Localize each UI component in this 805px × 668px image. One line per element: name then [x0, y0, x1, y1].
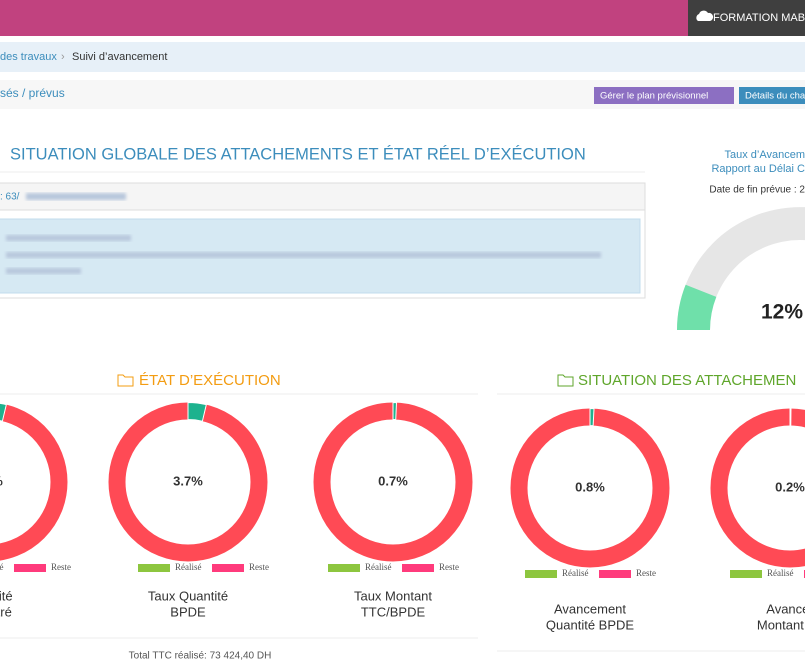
- button[interactable]: [594, 87, 734, 104]
- legend-label: Réalisé: [562, 568, 589, 578]
- donut-value: 0.2%: [775, 479, 805, 494]
- donut-value: 0.7%: [378, 473, 408, 488]
- legend-label: Réalisé: [767, 568, 794, 578]
- blurred-text: [26, 193, 126, 200]
- breadcrumb-sep: ›: [61, 51, 65, 63]
- blurred-text: [6, 252, 601, 258]
- chart-title: Taux Quantité: [148, 588, 228, 603]
- total: Total TTC réalisé: 73 424,40 DH: [129, 651, 272, 662]
- chart-title: Montant TT: [757, 617, 805, 632]
- donut-done: [589, 407, 595, 427]
- legend-label: Réalisé: [175, 562, 202, 572]
- legend-label: Reste: [636, 568, 656, 578]
- breadcrumb-current: Suivi d’avancement: [72, 51, 167, 63]
- chart-title: Taux Montant: [354, 588, 432, 603]
- section-title: SITUATION DES ATTACHEMEN: [578, 372, 796, 389]
- legend-label: Réalisé: [0, 562, 4, 572]
- legend-swatch: [525, 570, 557, 578]
- donut-done: [392, 401, 398, 421]
- legend-swatch: [599, 570, 631, 578]
- donut-rest: [0, 403, 68, 561]
- button[interactable]: [739, 87, 805, 104]
- legend-swatch: [402, 564, 434, 572]
- section-title: SITUATION GLOBALE DES ATTACHEMENTS ET ÉT…: [10, 144, 586, 163]
- donut-value: 0.8%: [575, 479, 605, 494]
- button-label[interactable]: Détails du cha: [745, 91, 805, 102]
- button-label[interactable]: Gérer le plan prévisionnel: [600, 91, 708, 102]
- chart-title: BPDE: [170, 604, 206, 619]
- legend-label: Reste: [249, 562, 269, 572]
- gauge-title: Rapport au Délai C: [711, 163, 805, 175]
- legend-swatch: [212, 564, 244, 572]
- top-bar: [0, 0, 805, 36]
- breadcrumb-link[interactable]: des travaux: [0, 51, 57, 63]
- donut-done: [789, 407, 792, 427]
- donut-value: 3.7%: [0, 473, 3, 488]
- cloud-icon: [696, 10, 714, 21]
- toolbar-title: sés / prévus: [0, 86, 65, 100]
- user-name[interactable]: FORMATION MAB: [713, 12, 805, 24]
- blurred-text: [6, 268, 81, 274]
- chart-title: Avancement: [554, 601, 626, 616]
- section-title: ÉTAT D’EXÉCUTION: [139, 372, 281, 389]
- folder-icon: [117, 374, 134, 387]
- legend-swatch: [328, 564, 360, 572]
- chart-title: Quantité: [0, 588, 13, 603]
- chart-title: nt Métré: [0, 604, 12, 619]
- gauge-value: 12%: [761, 301, 803, 324]
- legend-swatch: [14, 564, 46, 572]
- gauge-title: Taux d’Avancem: [724, 149, 805, 161]
- legend-swatch: [730, 570, 762, 578]
- donut-value: 3.7%: [173, 473, 203, 488]
- chart-title: Avancer: [766, 601, 805, 616]
- gauge-date: Date de fin prévue : 2: [709, 185, 805, 196]
- legend-label: Reste: [51, 562, 71, 572]
- breadcrumb-bar: [0, 42, 805, 72]
- chart-title: TTC/BPDE: [361, 604, 426, 619]
- folder-icon: [557, 374, 574, 387]
- legend-label: Réalisé: [365, 562, 392, 572]
- legend-swatch: [138, 564, 170, 572]
- donut-done: [0, 402, 7, 422]
- legend-label: Reste: [439, 562, 459, 572]
- blurred-text: [6, 235, 131, 241]
- donut-done: [187, 401, 207, 422]
- gauge-fill: [677, 284, 717, 330]
- reference: : 63/: [0, 192, 20, 203]
- chart-title: Quantité BPDE: [546, 617, 634, 632]
